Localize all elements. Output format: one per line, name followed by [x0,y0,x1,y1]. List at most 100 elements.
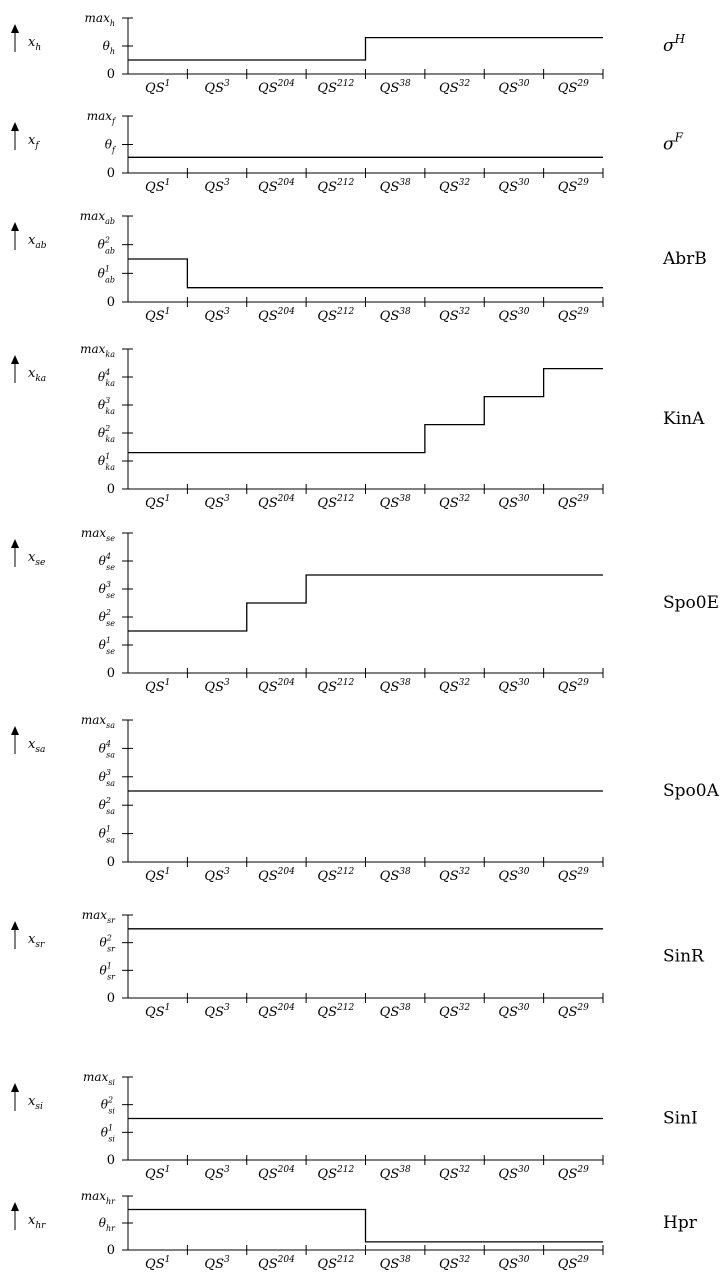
x-tick-label: QS212 [317,494,354,511]
x-tick-label: QS30 [498,1165,529,1182]
y-tick-label: θ1 ab [98,264,115,284]
x-tick-label: QS1 [145,307,170,324]
y-tick-label: maxse [81,526,115,543]
panel-sini: xsi 0 θ1 si θ2 si maxsi QS1 QS3 QS204 QS212 QS38 QS3… [11,1070,698,1182]
y-tick-label: maxsi [83,1070,115,1087]
y-tick-label: θ1 sa [99,825,116,845]
x-tick-label: QS212 [317,1003,354,1020]
panel-spo0e: xse 0 θ1 se θ2 se θ3 se θ4 se maxse QS1 QS3 QS204 QS21… [11,526,719,695]
y-tick-label: maxhr [81,1189,116,1206]
x-tick-label: QS204 [258,1255,295,1272]
x-tick-label: QS30 [498,678,529,695]
y-axis-label: xf [28,133,40,151]
y-tick-label: θ2 sr [100,934,117,954]
y-arrow-head [11,24,19,33]
panel-name: KinA [663,409,705,429]
panel--h: xh 0 θh maxh QS1 QS3 QS204 QS212 QS38 QS32 QS30 QS2… [11,11,686,96]
panel-name: σH [663,32,686,56]
x-tick-label: QS30 [498,1255,529,1272]
x-tick-label: QS32 [439,79,470,96]
panel-name: Spo0E [663,593,719,613]
y-axis-label: xab [28,233,47,251]
x-tick-label: QS212 [317,867,354,884]
x-tick-label: QS204 [258,1003,295,1020]
x-tick-label: QS1 [145,1165,170,1182]
panel-name: Hpr [663,1213,698,1233]
y-tick-label: θ2 sa [99,796,116,816]
x-tick-label: QS32 [439,178,470,195]
y-tick-label: θf [105,138,117,155]
y-axis-label: xsr [28,932,45,950]
y-axis-label: xka [28,366,46,384]
panel-name: Spo0A [663,781,720,801]
x-tick-label: QS1 [145,678,170,695]
x-tick-label: QS32 [439,1255,470,1272]
y-arrow-head [11,1202,19,1211]
x-tick-label: QS38 [380,1255,411,1272]
panel-abrb: xab 0 θ1 ab θ2 ab maxab QS1 QS3 QS204 QS212 QS38 QS3… [11,209,707,324]
panel-spo0a: xsa 0 θ1 sa θ2 sa θ3 sa θ4 sa maxsa QS1 QS3 QS204 QS21… [11,713,720,884]
x-tick-label: QS32 [439,1165,470,1182]
x-tick-label: QS212 [317,307,354,324]
y-axis-label: xsa [28,737,45,755]
panel-name: σF [663,131,684,155]
x-tick-label: QS212 [317,79,354,96]
panel-name: SinI [663,1109,698,1129]
y-tick-label: θ1 ka [98,452,115,472]
x-tick-label: QS30 [498,79,529,96]
x-tick-label: QS3 [204,867,230,884]
y-tick-label: maxh [85,11,115,28]
y-arrow-head [11,222,19,231]
y-arrow-head [11,355,19,364]
y-arrow-head [11,921,19,930]
series-line [128,574,603,632]
x-tick-label: QS204 [258,1165,295,1182]
x-tick-label: QS212 [317,178,354,195]
y-tick-label: θ3 ka [98,396,115,416]
panel--f: xf 0 θf maxf QS1 QS3 QS204 QS212 QS38 QS32 QS30 QS2… [11,109,684,195]
y-tick-label: θ3 se [99,580,116,600]
x-tick-label: QS1 [145,867,170,884]
x-tick-label: QS29 [558,178,589,195]
x-tick-label: QS38 [380,1165,411,1182]
y-tick-label: θ1 se [99,636,116,656]
x-tick-label: QS29 [558,1165,589,1182]
y-tick-label: θ1 sr [100,961,117,981]
x-tick-label: QS1 [145,1003,170,1020]
series-line [128,258,603,289]
x-tick-label: QS38 [380,1003,411,1020]
x-tick-label: QS1 [145,178,170,195]
x-tick-label: QS29 [558,79,589,96]
series-line [128,1208,603,1243]
y-tick-label-zero: 0 [107,855,115,870]
y-tick-label-zero: 0 [107,1243,115,1258]
panel-kina: xka 0 θ1 ka θ2 ka θ3 ka θ4 ka maxka QS1 QS3 QS204 QS21… [11,342,705,511]
y-tick-label-zero: 0 [107,166,115,181]
x-tick-label: QS204 [258,178,295,195]
y-tick-label: θ4 sa [99,739,116,759]
x-tick-label: QS1 [145,494,170,511]
y-tick-label: θ4 ka [98,368,115,388]
y-tick-label: maxf [87,109,117,126]
panel-name: SinR [663,947,705,967]
x-tick-label: QS3 [204,1255,230,1272]
y-tick-label-zero: 0 [107,295,115,310]
y-tick-label: maxka [80,342,115,359]
x-tick-label: QS3 [204,79,230,96]
x-tick-label: QS212 [317,1255,354,1272]
x-tick-label: QS3 [204,178,230,195]
x-tick-label: QS204 [258,494,295,511]
y-tick-label-zero: 0 [107,482,115,497]
x-tick-label: QS3 [204,1165,230,1182]
y-tick-label: maxsr [82,908,116,925]
x-tick-label: QS32 [439,678,470,695]
y-axis-label: xh [28,35,41,53]
y-tick-label: θ2 se [99,608,116,628]
x-tick-label: QS29 [558,867,589,884]
x-tick-label: QS29 [558,307,589,324]
x-tick-label: QS38 [380,867,411,884]
y-tick-label: θ1 si [101,1123,116,1143]
y-tick-label-zero: 0 [107,666,115,681]
x-tick-label: QS204 [258,79,295,96]
